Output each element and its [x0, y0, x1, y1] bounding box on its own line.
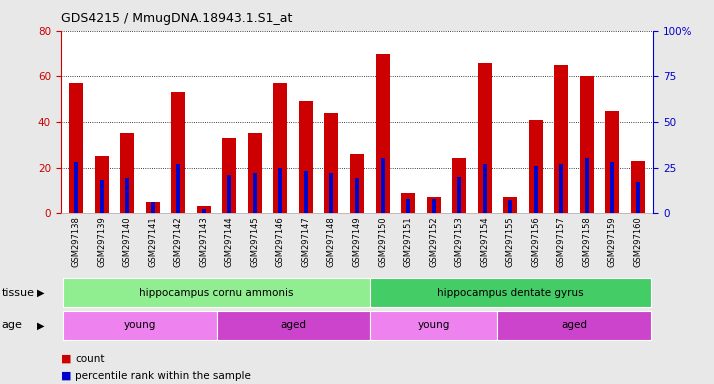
- Bar: [202, 210, 206, 213]
- Bar: [452, 158, 466, 213]
- Bar: [478, 63, 492, 213]
- Text: young: young: [418, 320, 450, 331]
- Bar: [146, 202, 160, 213]
- Bar: [457, 177, 461, 213]
- Bar: [197, 206, 211, 213]
- Bar: [304, 171, 308, 213]
- Bar: [381, 158, 385, 213]
- Bar: [94, 156, 109, 213]
- Bar: [529, 120, 543, 213]
- Bar: [329, 173, 333, 213]
- Text: GDS4215 / MmugDNA.18943.1.S1_at: GDS4215 / MmugDNA.18943.1.S1_at: [61, 12, 292, 25]
- Bar: [324, 113, 338, 213]
- Bar: [227, 175, 231, 213]
- Bar: [125, 179, 129, 213]
- Bar: [426, 197, 441, 213]
- Bar: [483, 164, 487, 213]
- Bar: [151, 202, 155, 213]
- Bar: [406, 199, 410, 213]
- Bar: [248, 133, 262, 213]
- Text: age: age: [1, 320, 22, 331]
- Bar: [273, 83, 288, 213]
- Text: aged: aged: [561, 320, 587, 331]
- Bar: [253, 173, 257, 213]
- Text: tissue: tissue: [1, 288, 34, 298]
- Text: young: young: [124, 320, 156, 331]
- Bar: [580, 76, 594, 213]
- Bar: [74, 162, 78, 213]
- Bar: [636, 182, 640, 213]
- Bar: [120, 133, 134, 213]
- Text: aged: aged: [280, 320, 306, 331]
- Text: hippocampus cornu ammonis: hippocampus cornu ammonis: [139, 288, 293, 298]
- Bar: [176, 164, 180, 213]
- Text: ▶: ▶: [37, 288, 45, 298]
- Text: ■: ■: [61, 371, 71, 381]
- Bar: [610, 162, 615, 213]
- Bar: [350, 154, 364, 213]
- Bar: [99, 180, 104, 213]
- Text: hippocampus dentate gyrus: hippocampus dentate gyrus: [437, 288, 583, 298]
- Bar: [171, 92, 185, 213]
- Bar: [401, 193, 415, 213]
- Bar: [605, 111, 620, 213]
- Bar: [585, 158, 589, 213]
- Bar: [559, 164, 563, 213]
- Bar: [299, 101, 313, 213]
- Text: percentile rank within the sample: percentile rank within the sample: [75, 371, 251, 381]
- Bar: [355, 179, 359, 213]
- Bar: [69, 83, 83, 213]
- Bar: [278, 167, 282, 213]
- Bar: [534, 166, 538, 213]
- Text: ▶: ▶: [37, 320, 45, 331]
- Bar: [631, 161, 645, 213]
- Bar: [222, 138, 236, 213]
- Bar: [432, 199, 436, 213]
- Text: ■: ■: [61, 354, 71, 364]
- Text: count: count: [75, 354, 104, 364]
- Bar: [376, 53, 390, 213]
- Bar: [554, 65, 568, 213]
- Bar: [508, 200, 512, 213]
- Bar: [503, 197, 517, 213]
